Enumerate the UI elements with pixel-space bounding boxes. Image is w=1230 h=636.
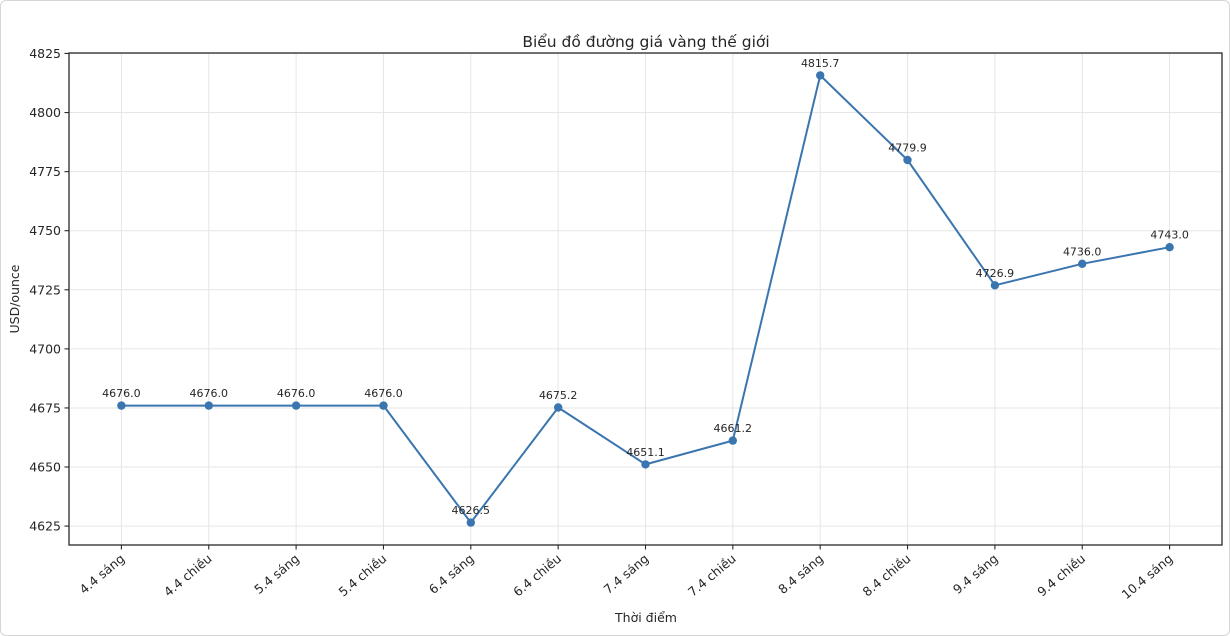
- data-point-marker: [641, 460, 650, 469]
- x-tick-label: 10.4 sáng: [1119, 551, 1176, 602]
- data-point-label: 4675.2: [539, 389, 578, 402]
- data-point-label: 4626.5: [452, 504, 491, 517]
- data-point-label: 4743.0: [1150, 229, 1189, 242]
- x-tick-label: 9.4 chiều: [1034, 551, 1088, 600]
- data-point-label: 4676.0: [277, 387, 316, 400]
- x-tick-label: 7.4 sáng: [601, 551, 652, 597]
- data-point-label: 4661.2: [714, 422, 753, 435]
- chart-title: Biểu đồ đường giá vàng thế giới: [522, 33, 769, 51]
- grid-layer: [69, 52, 1222, 545]
- y-tick-label: 4725: [29, 282, 61, 297]
- y-tick-label: 4625: [29, 519, 61, 534]
- data-point-label: 4651.1: [626, 446, 665, 459]
- y-tick-label: 4750: [29, 223, 61, 238]
- x-tick-label: 7.4 chiều: [685, 551, 739, 600]
- y-tick-label: 4700: [29, 341, 61, 356]
- data-point-marker: [1078, 259, 1087, 268]
- data-point-marker: [554, 403, 563, 412]
- x-tick-label: 6.4 sáng: [426, 551, 477, 597]
- x-tick-label: 9.4 sáng: [950, 551, 1001, 597]
- x-tick-label: 4.4 chiều: [161, 551, 215, 600]
- data-point-marker: [204, 401, 213, 410]
- x-tick-label: 4.4 sáng: [76, 551, 127, 597]
- data-point-marker: [291, 401, 301, 410]
- y-axis-title: USD/ounce: [7, 264, 22, 333]
- x-tick-label: 6.4 chiều: [510, 551, 564, 600]
- axis-layer: 4625 4650 4675 4700 4725 4750 4775 4800 4825 4.4 …: [29, 46, 1223, 602]
- series-layer: [117, 71, 1174, 527]
- data-point-label: 4676.0: [364, 387, 403, 400]
- y-tick-label: 4650: [29, 460, 61, 475]
- y-tick-label: 4775: [29, 164, 61, 179]
- data-point-marker: [379, 401, 388, 410]
- data-point-label: 4815.7: [801, 57, 840, 70]
- point-label-layer: 4676.0 4676.0 4676.0 4676.0 4626.5 4675.2 4651…: [102, 57, 1189, 517]
- data-point-marker: [1165, 243, 1174, 252]
- x-tick-label: 5.4 chiều: [336, 551, 390, 600]
- data-point-label: 4779.9: [888, 142, 927, 155]
- data-point-label: 4736.0: [1063, 245, 1102, 258]
- x-tick-label: 8.4 chiều: [860, 551, 914, 600]
- data-point-marker: [728, 436, 737, 445]
- data-point-marker: [903, 155, 912, 165]
- data-point-label: 4726.9: [976, 267, 1015, 280]
- data-point-marker: [466, 518, 475, 527]
- x-axis-title: Thời điểm: [614, 610, 677, 625]
- x-tick-label: 8.4 sáng: [775, 551, 826, 597]
- y-tick-label: 4675: [29, 400, 61, 415]
- data-point-marker: [990, 281, 1000, 290]
- data-point-marker: [816, 71, 825, 80]
- data-point-label: 4676.0: [102, 387, 141, 400]
- x-tick-label: 5.4 sáng: [251, 551, 302, 597]
- data-point-marker: [117, 401, 126, 410]
- y-tick-label: 4825: [29, 46, 61, 61]
- y-tick-label: 4800: [29, 105, 61, 120]
- data-point-label: 4676.0: [190, 387, 229, 400]
